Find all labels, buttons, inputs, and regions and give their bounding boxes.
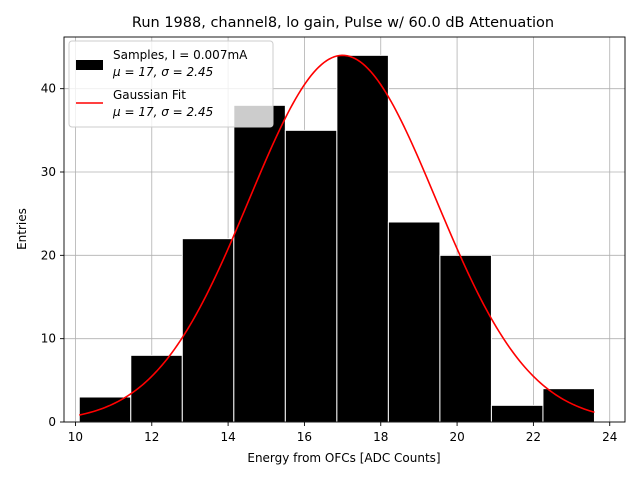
legend: Samples, I = 0.007mA μ = 17, σ = 2.45 Ga… [68,40,274,128]
legend-label-samples: Samples, I = 0.007mA [113,48,248,62]
y-axis-label: Entries [15,208,29,250]
axes-frame [63,36,626,423]
histogram-bar [284,129,338,423]
histogram-bar [542,388,595,423]
x-tick-label: 18 [373,430,388,444]
legend-stats-samples: μ = 17, σ = 2.45 [112,65,213,79]
x-axis-ticks: 10 12 14 16 18 20 22 24 [68,422,617,444]
histogram-bar [181,238,235,423]
legend-box [68,40,274,128]
legend-stats-fit: μ = 17, σ = 2.45 [112,105,213,119]
x-tick-label: 14 [220,430,235,444]
chart-title: Run 1988, channel8, lo gain, Pulse w/ 60… [132,15,554,31]
histogram-bar [439,254,492,423]
x-axis-label: Energy from OFCs [ADC Counts] [247,451,440,465]
x-tick-label: 20 [449,430,464,444]
x-tick-label: 16 [297,430,312,444]
legend-swatch-samples [76,60,103,70]
gaussian-fit-curve [79,54,595,416]
histogram-bars [78,54,595,423]
y-tick-label: 10 [41,332,56,346]
y-tick-label: 20 [41,248,56,262]
x-tick-label: 24 [602,430,617,444]
plot-area: 10 12 14 16 18 20 22 24 0 10 20 30 40 [41,36,626,444]
y-axis-ticks: 0 10 20 30 40 [41,82,64,429]
y-tick-label: 0 [48,415,56,429]
histogram-bar [490,404,544,423]
x-tick-label: 12 [144,430,159,444]
histogram-bar [336,54,389,423]
histogram-bar [78,396,132,423]
histogram-bar [233,104,286,423]
y-tick-label: 40 [41,82,56,96]
histogram-bar [387,221,441,423]
legend-label-fit: Gaussian Fit [113,88,186,102]
x-tick-label: 10 [68,430,83,444]
y-tick-label: 30 [41,165,56,179]
x-tick-label: 22 [526,430,541,444]
